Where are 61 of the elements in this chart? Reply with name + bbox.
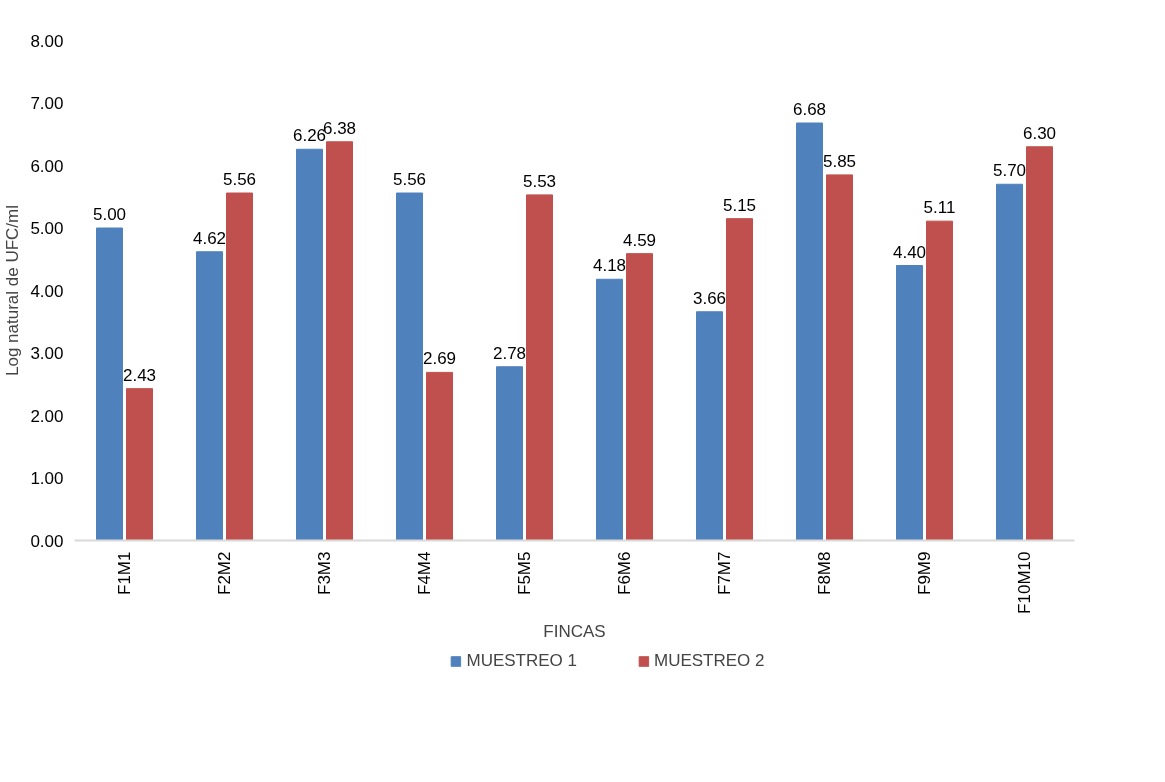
y-tick-label: 4.00 — [30, 281, 64, 301]
y-tick-label: 8.00 — [30, 31, 64, 51]
y-tick-label: 5.00 — [30, 219, 64, 238]
y-axis-title: Log natural de UFC/ml — [3, 204, 23, 377]
bar — [726, 218, 753, 541]
bar — [96, 227, 123, 541]
bar — [526, 194, 553, 541]
data-label: 4.18 — [592, 256, 627, 276]
bar — [126, 388, 153, 541]
y-tick-label: 3.00 — [30, 344, 64, 363]
x-tick-label: F2M2 — [215, 551, 234, 595]
bar — [1026, 146, 1053, 541]
x-tick-label: F4M4 — [415, 551, 434, 595]
data-label: 5.15 — [722, 195, 757, 215]
bar — [926, 220, 953, 541]
x-tick-label: F1M1 — [115, 551, 134, 595]
bar — [996, 183, 1023, 541]
data-label: 5.53 — [522, 171, 557, 191]
data-label: 2.78 — [492, 343, 527, 363]
x-axis-title: FINCAS — [543, 621, 606, 641]
legend-label: MUESTREO 2 — [654, 651, 765, 671]
bar — [396, 192, 423, 541]
y-tick-label: 0.00 — [30, 531, 64, 551]
bar — [326, 141, 353, 541]
bar — [296, 148, 323, 541]
bar — [626, 253, 653, 541]
x-tick-label: F10M10 — [1015, 551, 1034, 614]
y-tick-label: 6.00 — [30, 156, 64, 176]
data-label: 2.69 — [422, 349, 457, 369]
data-label: 2.43 — [122, 365, 157, 385]
y-tick-label: 2.00 — [30, 406, 64, 426]
data-label: 3.66 — [692, 288, 727, 308]
data-label: 4.40 — [892, 242, 927, 262]
data-label: 5.56 — [222, 170, 257, 189]
data-label: 5.70 — [992, 161, 1027, 181]
bar — [826, 174, 853, 541]
x-tick-label: F7M7 — [715, 551, 734, 595]
bar — [596, 278, 623, 541]
x-tick-label: F8M8 — [815, 551, 834, 595]
bar — [226, 192, 253, 541]
x-tick-label: F9M9 — [915, 551, 934, 595]
data-label: 4.62 — [192, 228, 227, 248]
legend-label: MUESTREO 1 — [466, 651, 577, 671]
x-tick-label: F5M5 — [515, 551, 534, 595]
x-tick-label: F6M6 — [615, 551, 634, 595]
y-tick-label: 7.00 — [30, 94, 64, 113]
y-tick-label: 1.00 — [30, 469, 64, 488]
bar — [426, 371, 453, 541]
data-label: 5.56 — [392, 170, 427, 189]
bar — [796, 122, 823, 541]
data-label: 6.30 — [1022, 123, 1057, 143]
data-label: 5.11 — [923, 198, 956, 218]
bar — [896, 265, 923, 541]
bar — [496, 366, 523, 541]
x-tick-label: F3M3 — [315, 551, 334, 595]
bar — [696, 311, 723, 541]
data-label: 4.59 — [622, 230, 657, 250]
data-label: 6.68 — [792, 100, 827, 119]
data-label: 5.85 — [822, 151, 857, 171]
bar — [196, 251, 223, 541]
data-label: 5.00 — [92, 205, 127, 224]
